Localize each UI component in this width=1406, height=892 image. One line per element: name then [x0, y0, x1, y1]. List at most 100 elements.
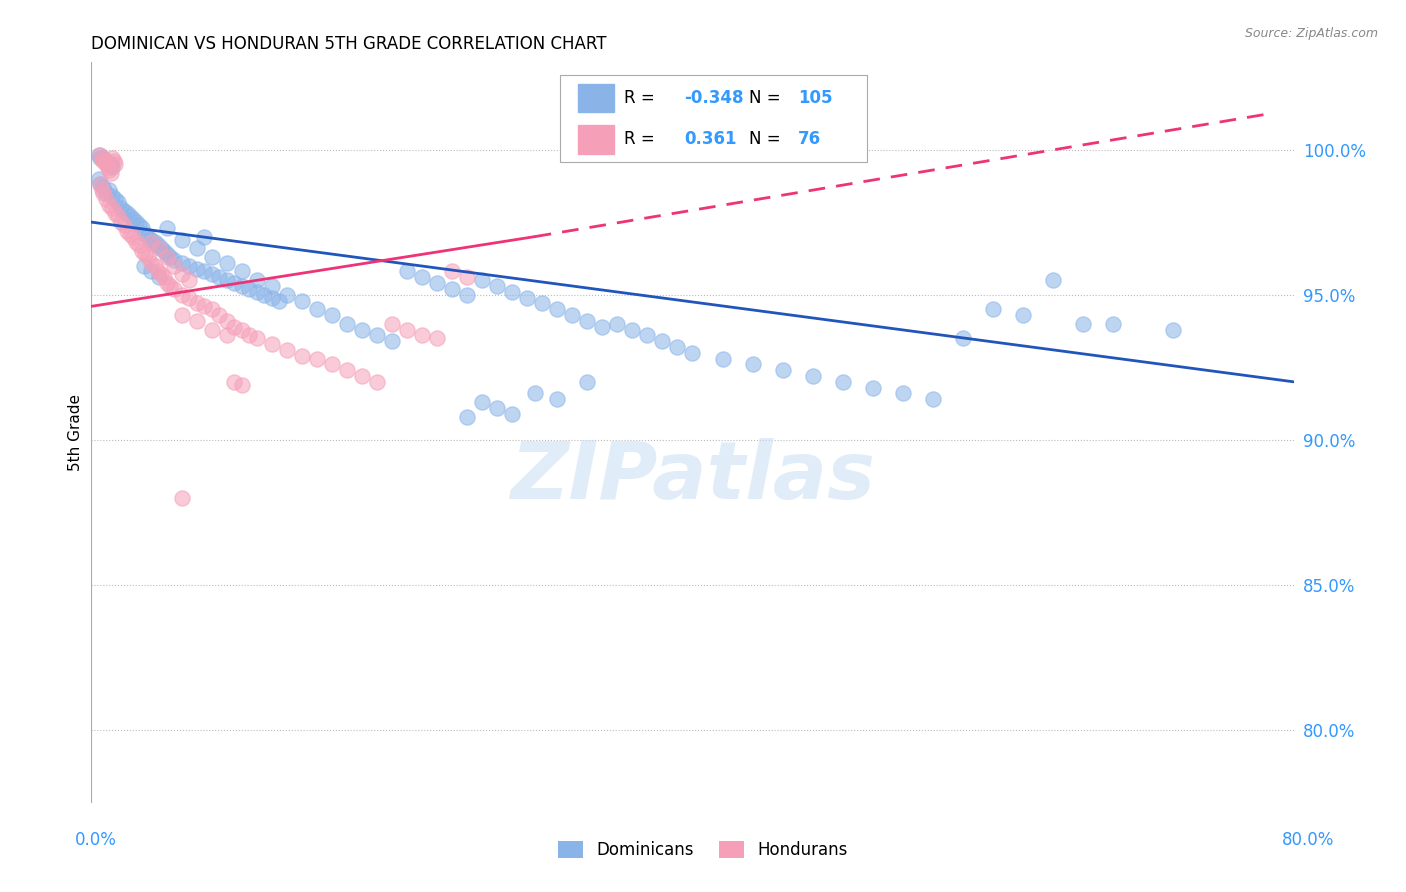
Point [426, 276, 449, 290]
Y-axis label: 5th Grade: 5th Grade [67, 394, 83, 471]
Point [90, 151, 112, 165]
Point [148, 241, 170, 255]
Point [621, 322, 644, 336]
Point [98, 197, 121, 211]
Point [1012, 308, 1035, 322]
Point [231, 377, 253, 392]
Text: 0.0%: 0.0% [75, 831, 117, 849]
Point [128, 238, 150, 252]
Point [104, 157, 127, 171]
Point [260, 291, 283, 305]
Point [87, 171, 110, 186]
Point [711, 351, 734, 366]
Point [177, 291, 200, 305]
Point [201, 250, 224, 264]
Text: N =: N = [749, 89, 786, 107]
Point [149, 241, 172, 255]
Point [98, 162, 121, 177]
Point [231, 322, 253, 336]
Text: 105: 105 [799, 89, 832, 107]
Point [193, 299, 215, 313]
Text: 0.361: 0.361 [685, 130, 737, 148]
Point [922, 392, 945, 407]
Point [143, 259, 166, 273]
Point [107, 210, 129, 224]
Point [395, 322, 418, 336]
Point [862, 381, 884, 395]
Point [246, 331, 269, 345]
Point [170, 308, 193, 322]
Point [471, 395, 494, 409]
Point [89, 178, 111, 192]
Point [224, 276, 246, 290]
Point [486, 279, 509, 293]
Point [98, 183, 121, 197]
Point [100, 166, 122, 180]
Point [170, 233, 193, 247]
Point [381, 317, 404, 331]
Point [426, 331, 449, 345]
Point [155, 221, 177, 235]
Point [231, 279, 253, 293]
Point [170, 491, 193, 505]
Point [107, 194, 129, 209]
FancyBboxPatch shape [560, 75, 866, 162]
Point [201, 268, 224, 282]
Point [516, 291, 538, 305]
Point [215, 328, 238, 343]
Point [291, 349, 314, 363]
Point [456, 409, 478, 424]
Point [321, 358, 343, 372]
Point [456, 287, 478, 301]
Point [90, 151, 112, 165]
Point [163, 252, 186, 267]
Point [411, 270, 433, 285]
Point [260, 337, 283, 351]
Point [253, 287, 276, 301]
Point [1042, 273, 1064, 287]
Point [128, 218, 150, 232]
Point [238, 282, 260, 296]
Point [772, 363, 794, 377]
Legend: Dominicans, Hondurans: Dominicans, Hondurans [551, 834, 855, 866]
Point [93, 186, 115, 200]
Point [350, 322, 373, 336]
Point [93, 180, 115, 194]
Point [224, 319, 246, 334]
Point [440, 282, 463, 296]
Point [681, 345, 703, 359]
Point [143, 235, 166, 250]
Point [155, 250, 177, 264]
Point [125, 235, 148, 250]
Point [177, 259, 200, 273]
Point [801, 369, 824, 384]
Point [636, 328, 658, 343]
Point [170, 287, 193, 301]
Point [120, 210, 142, 224]
Point [395, 264, 418, 278]
Point [155, 276, 177, 290]
Point [163, 259, 186, 273]
Point [152, 244, 174, 259]
Point [89, 151, 111, 165]
Point [186, 314, 208, 328]
Point [201, 322, 224, 336]
Point [651, 334, 673, 348]
Point [159, 250, 181, 264]
Point [336, 363, 359, 377]
Point [134, 247, 156, 261]
Point [141, 233, 163, 247]
Point [100, 157, 122, 171]
Point [141, 256, 163, 270]
Text: R =: R = [624, 89, 659, 107]
Point [1071, 317, 1094, 331]
Point [952, 331, 974, 345]
Point [104, 192, 127, 206]
Point [321, 308, 343, 322]
Point [471, 273, 494, 287]
Point [186, 296, 208, 310]
Point [110, 201, 132, 215]
Bar [578, 84, 614, 112]
Point [152, 270, 174, 285]
Point [101, 151, 124, 165]
